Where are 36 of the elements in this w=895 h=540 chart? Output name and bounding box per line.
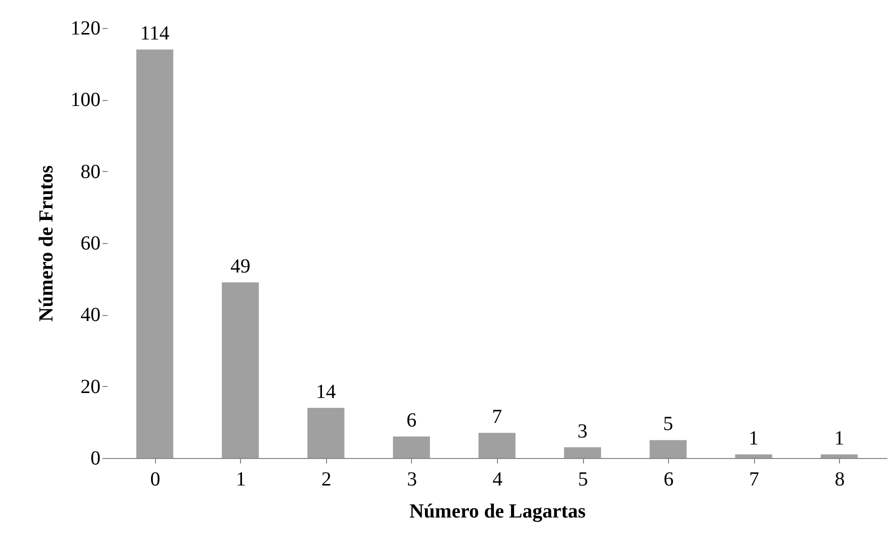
x-tick-label: 6 [664, 468, 674, 490]
y-tick-label: 60 [80, 232, 100, 254]
bar [735, 454, 772, 458]
x-axis-title: Número de Lagartas [409, 500, 586, 522]
bar [650, 440, 687, 458]
data-label: 7 [492, 406, 502, 428]
data-label: 114 [140, 22, 170, 44]
x-tick-label: 7 [749, 468, 760, 490]
data-label: 49 [230, 255, 250, 278]
data-label: 14 [316, 380, 336, 403]
data-label: 6 [406, 410, 416, 432]
bar [307, 408, 344, 458]
data-label: 1 [748, 427, 759, 450]
bar [820, 454, 858, 458]
data-label: 5 [663, 413, 674, 436]
x-tick-label: 4 [492, 468, 502, 490]
bar [136, 50, 174, 458]
bar [222, 282, 259, 458]
x-tick-label: 3 [406, 468, 417, 490]
x-tick-label: 0 [150, 468, 160, 490]
y-tick-label: 80 [80, 160, 100, 183]
data-label: 1 [834, 427, 844, 450]
y-axis-title: Número de Frutos [36, 165, 58, 322]
x-tick-label: 5 [578, 468, 588, 490]
y-tick-label: 40 [80, 304, 100, 326]
bar [478, 432, 516, 458]
bar [564, 447, 602, 458]
x-tick-label: 8 [834, 468, 845, 490]
data-label: 3 [578, 420, 588, 442]
x-tick-label: 2 [321, 468, 332, 490]
y-tick-label: 100 [70, 89, 100, 112]
y-tick-label: 120 [70, 18, 100, 40]
x-tick-label: 1 [236, 468, 246, 490]
bar [392, 436, 430, 458]
y-tick-label: 0 [90, 448, 100, 470]
y-tick-label: 20 [80, 376, 100, 398]
